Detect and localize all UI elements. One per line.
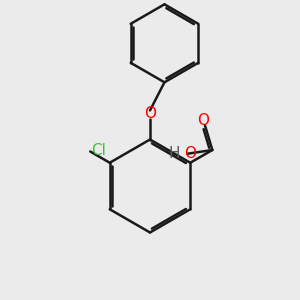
Text: O: O xyxy=(197,113,209,128)
Text: Cl: Cl xyxy=(91,142,106,158)
Text: H: H xyxy=(169,146,180,161)
Text: O: O xyxy=(144,106,156,121)
Text: O: O xyxy=(184,146,196,161)
